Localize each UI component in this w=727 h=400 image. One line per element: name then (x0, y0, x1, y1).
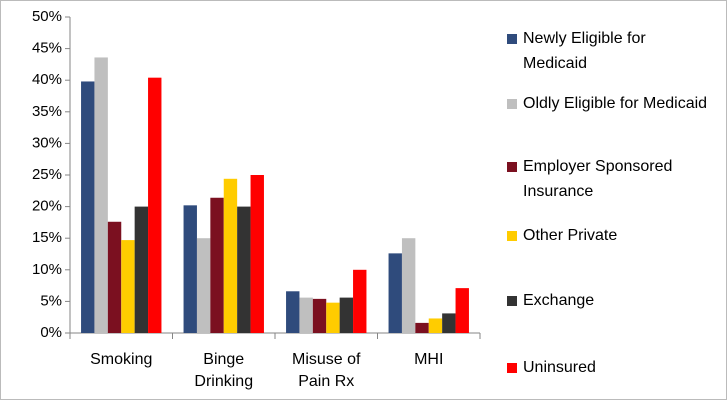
bar (353, 269, 367, 333)
legend-swatch (507, 99, 517, 109)
bar (299, 297, 313, 333)
legend-swatch (507, 363, 517, 373)
y-tick-label: 15% (32, 229, 62, 246)
bar (455, 288, 469, 333)
bar (250, 175, 264, 333)
bar (183, 205, 197, 333)
bar (326, 302, 340, 333)
legend-label: Other Private (523, 227, 618, 244)
bar (196, 238, 211, 333)
bar (415, 322, 429, 333)
bar (401, 238, 416, 333)
legend-label: Oldly Eligible for Medicaid (523, 95, 708, 112)
x-tick-label: Misuse of Pain Rx (292, 351, 361, 390)
legend-swatch (507, 34, 517, 44)
legend-label: Newly Eligible for Medicaid (523, 30, 646, 72)
y-tick-label: 10% (32, 261, 62, 278)
bar (94, 57, 108, 333)
bar (312, 298, 327, 333)
bar (339, 297, 354, 333)
y-tick-label: 20% (32, 198, 62, 215)
y-tick-label: 5% (40, 292, 62, 309)
x-tick-label: MHI (414, 351, 444, 368)
y-tick-label: 35% (32, 103, 62, 120)
bar (388, 253, 402, 333)
y-tick-label: 45% (32, 40, 62, 57)
bar (442, 313, 456, 333)
y-tick-label: 50% (32, 8, 62, 25)
legend-swatch (507, 231, 517, 241)
bar (428, 318, 443, 333)
bar (134, 206, 149, 333)
y-tick-label: 30% (32, 134, 62, 151)
legend-swatch (507, 296, 517, 306)
bar (286, 291, 300, 333)
legend-label: Employer Sponsored Insurance (523, 158, 673, 200)
x-tick-label: Binge Drinking (194, 351, 254, 390)
bar (81, 81, 95, 334)
bar (210, 197, 224, 333)
legend-label: Uninsured (523, 359, 596, 376)
y-tick-label: 0% (40, 324, 62, 341)
bar (148, 77, 162, 333)
bar (223, 178, 238, 333)
y-tick-label: 40% (32, 71, 62, 88)
bar (121, 240, 135, 333)
bar (237, 206, 251, 333)
bar (107, 221, 122, 333)
y-tick-label: 25% (32, 166, 62, 183)
legend-label: Exchange (523, 292, 595, 309)
x-tick-label: Smoking (90, 351, 153, 368)
legend-swatch (507, 162, 517, 172)
